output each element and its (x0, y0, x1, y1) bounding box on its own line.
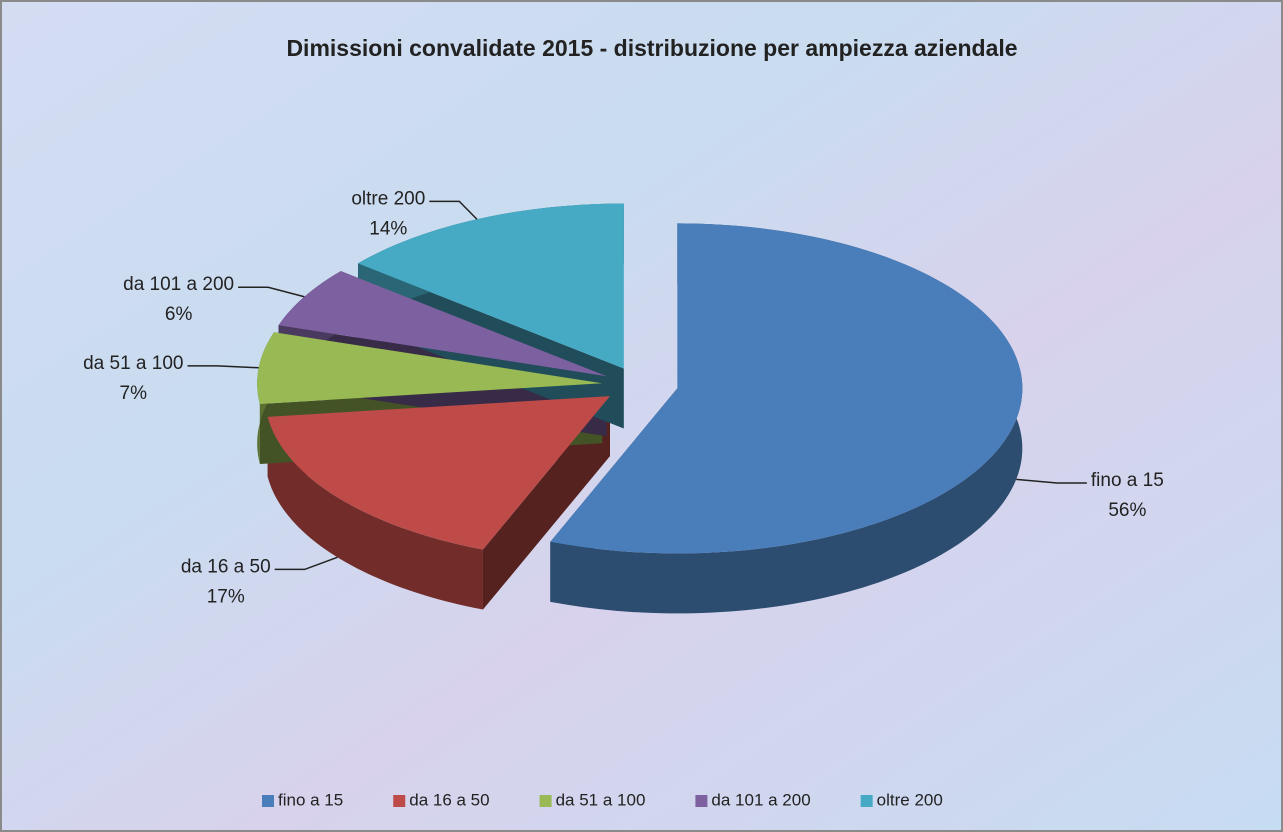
legend-swatch (262, 795, 274, 807)
slice (550, 223, 1023, 554)
slice (278, 271, 607, 377)
slice (267, 396, 610, 550)
data-label-value: 56% (1108, 500, 1146, 521)
data-label-value: 7% (120, 383, 148, 404)
slice-side (267, 416, 483, 610)
legend-label: da 16 a 50 (409, 790, 489, 809)
leader-line (238, 286, 305, 298)
legend-swatch (860, 795, 873, 807)
data-label-name: da 16 a 50 (181, 556, 271, 577)
pie: fino a 15 56% da 16 a 50 17% da 51 a 100 7% da… (83, 188, 1164, 614)
legend-swatch (393, 795, 406, 807)
legend-swatch (539, 795, 552, 807)
leader-line (187, 365, 259, 369)
leader-line (1016, 478, 1087, 484)
chart-title: Dimissioni convalidate 2015 - distribuzi… (286, 35, 1017, 61)
data-label-name: da 51 a 100 (83, 353, 183, 374)
leader-line (429, 200, 478, 220)
legend-label: oltre 200 (877, 790, 943, 809)
data-label-name: fino a 15 (1091, 470, 1164, 491)
leader-line (274, 556, 338, 571)
legend-label: da 51 a 100 (556, 790, 646, 809)
data-label-value: 17% (207, 586, 245, 607)
legend-label: fino a 15 (278, 790, 343, 809)
slice (357, 203, 624, 369)
data-label-name: oltre 200 (351, 188, 425, 209)
data-label-value: 14% (369, 218, 407, 239)
legend-label: da 101 a 200 (711, 790, 810, 809)
legend: fino a 15 da 16 a 50 da 51 a 100 da 101 a 2… (262, 790, 943, 809)
data-label-name: da 101 a 200 (123, 274, 234, 295)
slice (257, 332, 603, 404)
legend-swatch (695, 795, 708, 807)
data-label-value: 6% (165, 304, 193, 325)
